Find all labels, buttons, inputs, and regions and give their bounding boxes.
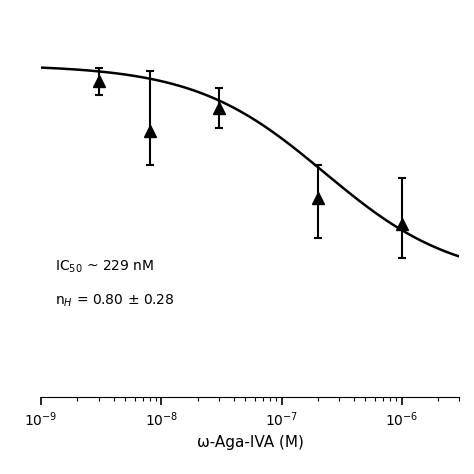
Text: n$_H$ = 0.80 ± 0.28: n$_H$ = 0.80 ± 0.28	[55, 292, 174, 309]
Text: IC$_{50}$ ~ 229 nM: IC$_{50}$ ~ 229 nM	[55, 259, 154, 275]
X-axis label: ω-Aga-IVA (M): ω-Aga-IVA (M)	[197, 435, 303, 449]
